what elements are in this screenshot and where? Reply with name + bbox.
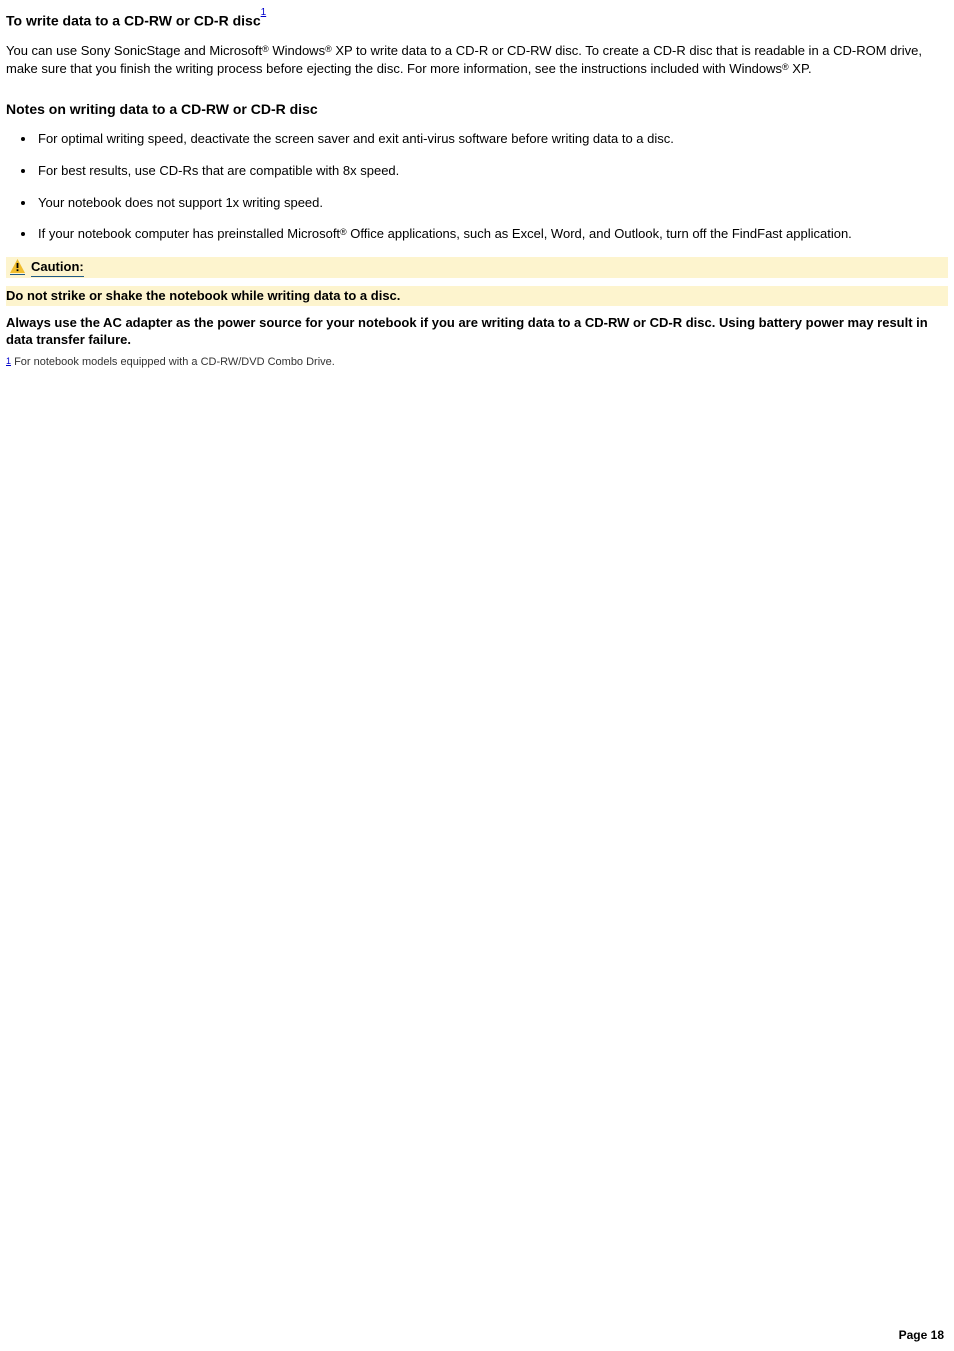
registered-symbol: ®: [262, 44, 269, 54]
page-title: To write data to a CD-RW or CD-R disc1: [6, 6, 948, 30]
intro-part2: Windows: [269, 43, 325, 58]
warning-ac-adapter: Always use the AC adapter as the power s…: [6, 314, 948, 349]
footnote: 1 For notebook models equipped with a CD…: [6, 355, 948, 370]
caution-bar: Caution:: [6, 257, 948, 279]
title-footnote-link[interactable]: 1: [261, 7, 267, 18]
caution-icon: [10, 259, 25, 275]
list-item-part-a: If your notebook computer has preinstall…: [38, 226, 340, 241]
intro-paragraph: You can use Sony SonicStage and Microsof…: [6, 42, 948, 77]
registered-symbol: ®: [325, 44, 332, 54]
title-text: To write data to a CD-RW or CD-R disc: [6, 13, 261, 29]
list-item: For best results, use CD-Rs that are com…: [36, 162, 948, 180]
list-item: If your notebook computer has preinstall…: [36, 225, 948, 243]
list-item: For optimal writing speed, deactivate th…: [36, 130, 948, 148]
page-number: Page 18: [899, 1327, 944, 1343]
notes-subheading: Notes on writing data to a CD-RW or CD-R…: [6, 100, 948, 119]
warning-strike-shake: Do not strike or shake the notebook whil…: [6, 286, 948, 306]
caution-underline: Caution:: [31, 258, 84, 278]
registered-symbol: ®: [340, 227, 347, 237]
notes-list: For optimal writing speed, deactivate th…: [6, 130, 948, 242]
list-item-part-b: Office applications, such as Excel, Word…: [347, 226, 852, 241]
registered-symbol: ®: [782, 62, 789, 72]
caution-label: Caution:: [31, 259, 84, 274]
list-item: Your notebook does not support 1x writin…: [36, 194, 948, 212]
footnote-text: For notebook models equipped with a CD-R…: [11, 356, 335, 368]
intro-part4: XP.: [789, 61, 812, 76]
intro-part1: You can use Sony SonicStage and Microsof…: [6, 43, 262, 58]
